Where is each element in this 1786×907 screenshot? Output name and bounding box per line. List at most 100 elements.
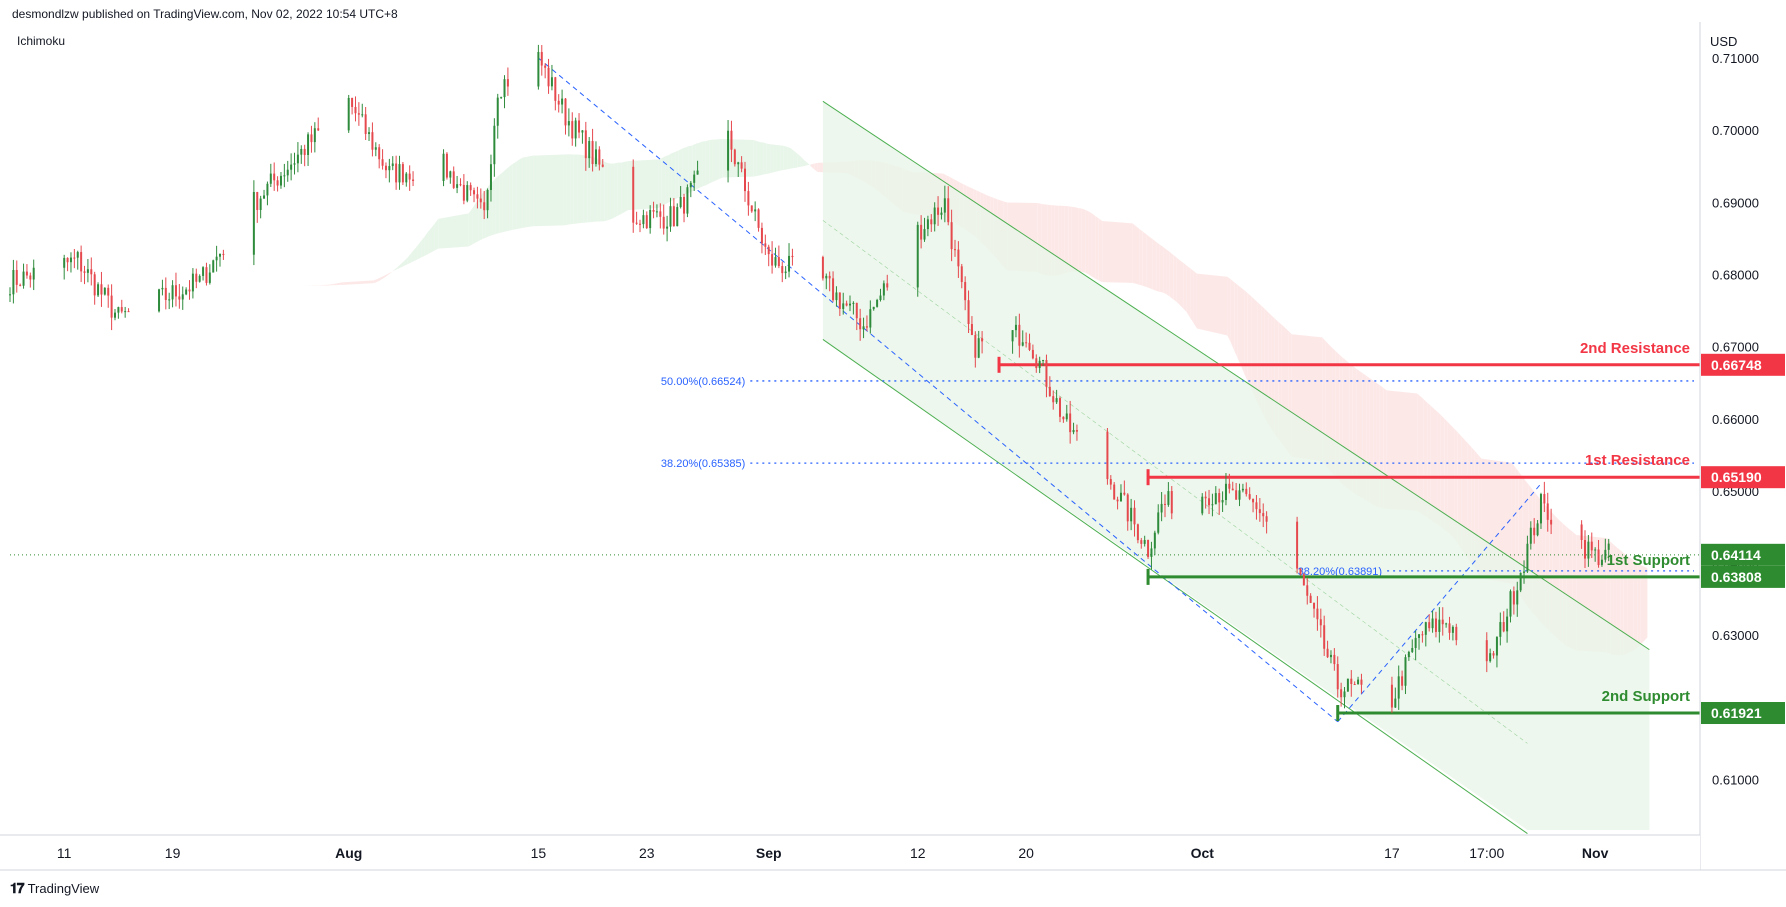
cloud-segment: [1417, 393, 1421, 513]
candle-body: [954, 249, 956, 251]
cloud-segment: [1146, 234, 1150, 289]
cloud-segment: [1176, 257, 1180, 306]
candle-body: [974, 335, 977, 358]
candle-body: [222, 253, 225, 255]
cloud-segment: [1102, 220, 1133, 283]
cloud-segment: [1251, 296, 1255, 397]
candle-body: [1519, 572, 1522, 591]
footer-brand[interactable]: 𝟏𝟕 TradingView: [10, 880, 99, 897]
cloud-segment: [658, 158, 662, 209]
cloud-segment: [621, 161, 625, 215]
cloud-segment: [577, 154, 581, 224]
candle-body: [662, 216, 665, 229]
y-tick-label: 0.63000: [1712, 628, 1759, 643]
y-tick-label: 0.68000: [1712, 267, 1759, 282]
cloud-segment: [512, 161, 517, 230]
candle-body: [1329, 654, 1332, 658]
cloud-segment: [431, 223, 435, 253]
candle-body: [445, 153, 448, 178]
candle-body: [300, 148, 303, 155]
cloud-segment: [712, 139, 716, 182]
candle-body: [1533, 527, 1536, 536]
cloud-segment: [1457, 432, 1462, 549]
cloud-segment: [1244, 290, 1248, 382]
candle-body: [1052, 396, 1055, 403]
candle-body: [1150, 548, 1153, 557]
cloud-segment: [583, 155, 588, 223]
cloud-segment: [1630, 558, 1634, 652]
cloud-segment: [1440, 414, 1445, 530]
candle-body: [1170, 491, 1173, 514]
cloud-segment: [400, 260, 405, 268]
indicator-label[interactable]: Ichimoku: [17, 34, 66, 48]
cloud-segment: [1427, 402, 1431, 520]
cloud-segment: [1254, 299, 1258, 404]
cloud-segment: [411, 249, 415, 263]
candle-body: [371, 132, 374, 150]
cloud-segment: [231, 277, 235, 279]
cloud-segment: [238, 279, 242, 282]
candle-body: [1214, 493, 1217, 505]
candle-body: [635, 222, 638, 224]
fib-trend-line-up: [1337, 483, 1542, 723]
candle-body: [845, 303, 848, 306]
candle-body: [1153, 532, 1156, 549]
candle-body: [1451, 626, 1454, 633]
cloud-segment: [1193, 271, 1197, 329]
candle-body: [1357, 679, 1360, 685]
candle-body: [774, 257, 777, 266]
candle-body: [364, 114, 367, 135]
candle-body: [307, 134, 310, 155]
cloud-segment: [1095, 215, 1099, 281]
candle-body: [449, 171, 452, 178]
candle-body: [158, 289, 161, 312]
candle-body: [666, 226, 669, 229]
candle-body: [1597, 549, 1600, 566]
currency-label: USD: [1710, 34, 1737, 49]
candle-body: [1600, 559, 1603, 566]
candle-body: [1492, 653, 1495, 656]
cloud-segment: [1444, 418, 1448, 533]
cloud-segment: [624, 161, 628, 213]
candle-body: [1221, 500, 1224, 503]
cloud-segment: [221, 273, 225, 275]
candle-body: [852, 302, 855, 304]
candle-body: [1235, 490, 1238, 500]
y-tick-label: 0.70000: [1712, 123, 1759, 138]
cloud-segment: [790, 148, 794, 169]
cloud-segment: [685, 146, 689, 195]
level-name-label: 1st Support: [1607, 552, 1690, 569]
candle-body: [1252, 498, 1255, 503]
candle-body: [124, 311, 127, 313]
cloud-segment: [587, 155, 591, 223]
candle-body: [1414, 637, 1417, 648]
candle-body: [601, 164, 604, 167]
candle-body: [1055, 398, 1058, 403]
regression-channel: [822, 100, 1650, 834]
cloud-segment: [377, 277, 381, 282]
candle-body: [1580, 524, 1583, 541]
cloud-segment: [153, 276, 185, 279]
candle-body: [117, 307, 120, 313]
cloud-segment: [475, 198, 479, 243]
candle-body: [1309, 595, 1312, 603]
candle-body: [540, 51, 543, 66]
candle-body: [537, 51, 540, 87]
candle-body: [1072, 430, 1075, 433]
candle-body: [557, 100, 560, 105]
candle-body: [747, 191, 750, 206]
publisher-header: desmondlzw published on TradingView.com,…: [12, 7, 398, 21]
candle-body: [1316, 608, 1319, 620]
cloud-segment: [770, 144, 774, 174]
cloud-segment: [675, 150, 679, 200]
candle-body: [1248, 494, 1251, 499]
candle-body: [1201, 496, 1204, 514]
x-tick-label: Nov: [1582, 845, 1609, 861]
candle-body: [83, 271, 86, 273]
price-axis: USD 0.71000 0.70000 0.69000 0.68000 0.67000 0.…: [1699, 0, 1786, 907]
candle-body: [212, 260, 215, 273]
level-name-label: 2nd Resistance: [1580, 340, 1690, 357]
cloud-segment: [1227, 276, 1231, 343]
cloud-segment: [1068, 206, 1072, 273]
